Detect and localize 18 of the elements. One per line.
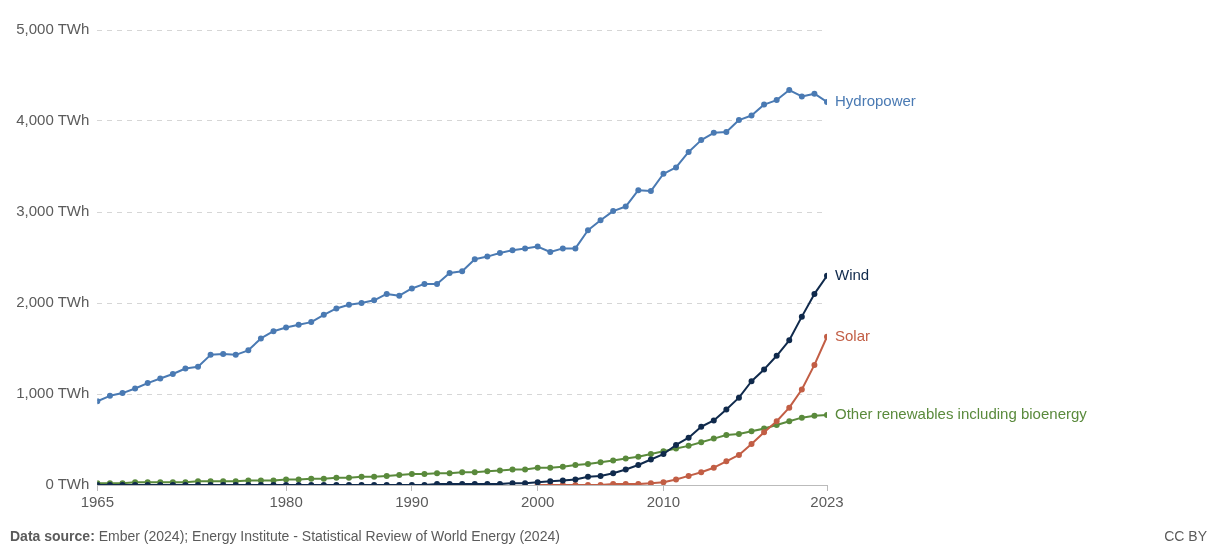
y-tick-label: 5,000 TWh [16,20,90,38]
y-tick-label: 2,000 TWh [16,293,90,311]
x-tick-label: 1980 [269,493,303,511]
x-tick-label: 2023 [810,493,844,511]
series-label: Hydropower [835,92,916,110]
text: CC BY [1164,528,1207,544]
y-tick-label: 0 TWh [45,475,90,493]
x-tick-label: 2000 [520,493,555,511]
series-label: Solar [835,326,871,344]
y-tick-label: 4,000 TWh [16,111,90,129]
x-tick-label: 1990 [395,493,429,511]
series-label: Other renewables including bioenergy [835,405,1088,423]
x-tick-label: 2010 [646,493,681,511]
y-tick-label: 1,000 TWh [16,384,90,402]
source-note: Data source: Ember (2024); Energy Institute - Statistical Review of World Energy (2024) [10,528,560,544]
x-tick-label: 1965 [80,493,115,511]
series-label: Wind [835,265,870,283]
y-tick-label: 3,000 TWh [16,202,90,220]
